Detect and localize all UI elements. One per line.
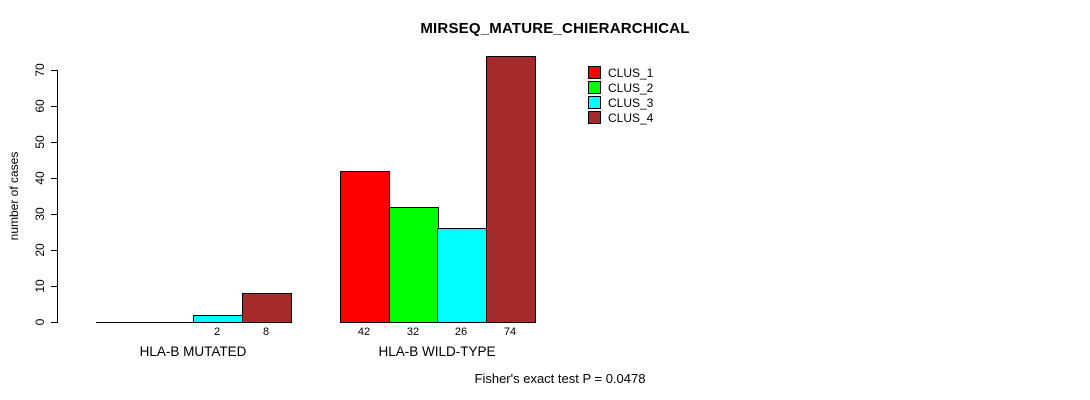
category-label: HLA-B WILD-TYPE (378, 344, 496, 359)
legend-label: CLUS_2 (608, 80, 654, 95)
y-tick-label: 40 (33, 171, 47, 185)
bar-value-label: 42 (357, 326, 371, 338)
y-tick-mark (51, 142, 57, 143)
legend-swatch-clus_2 (588, 81, 601, 94)
legend-label: CLUS_3 (608, 95, 654, 110)
bar-clus-1-hla-b-wild-type (340, 171, 390, 323)
bar-clus-3-hla-b-mutated (193, 315, 243, 323)
legend-row-clus_4: CLUS_4 (588, 110, 653, 125)
y-tick-label: 70 (33, 63, 47, 77)
legend-row-clus_2: CLUS_2 (588, 80, 653, 95)
legend-swatch-clus_3 (588, 96, 601, 109)
y-tick-mark (51, 106, 57, 107)
category-label: HLA-B MUTATED (139, 344, 247, 359)
y-tick-mark (51, 178, 57, 179)
y-axis-line (57, 70, 58, 323)
y-tick-label: 20 (33, 243, 47, 257)
bar-value-label: 74 (503, 326, 517, 338)
y-tick-label: 10 (33, 279, 47, 293)
y-axis-label: number of cases (7, 151, 21, 241)
legend-label: CLUS_4 (608, 110, 654, 125)
bar-clus-3-hla-b-wild-type (437, 228, 487, 323)
y-tick-mark (51, 70, 57, 71)
y-tick-label: 50 (33, 135, 47, 149)
annotation-text: Fisher's exact test P = 0.0478 (474, 371, 646, 386)
legend: CLUS_1 CLUS_2 CLUS_3 CLUS_4 (588, 65, 653, 125)
legend-swatch-clus_4 (588, 111, 601, 124)
bar-value-label: 26 (454, 326, 468, 338)
y-tick-label: 0 (33, 318, 47, 326)
y-tick-label: 60 (33, 99, 47, 113)
bar-value-label: 32 (406, 326, 420, 338)
legend-row-clus_1: CLUS_1 (588, 65, 653, 80)
y-tick-mark (51, 214, 57, 215)
bar-clus-2-hla-b-wild-type (389, 207, 439, 323)
chart-title: MIRSEQ_MATURE_CHIERARCHICAL (420, 20, 690, 37)
y-tick-mark (51, 286, 57, 287)
bar-value-label: 8 (262, 326, 270, 338)
bar-clus-4-hla-b-wild-type (486, 56, 536, 323)
bar-clus-4-hla-b-mutated (242, 293, 292, 323)
legend-row-clus_3: CLUS_3 (588, 95, 653, 110)
bar-clus-1-hla-b-mutated (96, 322, 146, 323)
y-tick-mark (51, 322, 57, 323)
bar-value-label: 2 (213, 326, 221, 338)
legend-swatch-clus_1 (588, 66, 601, 79)
y-tick-label: 30 (33, 207, 47, 221)
legend-label: CLUS_1 (608, 65, 654, 80)
y-tick-mark (51, 250, 57, 251)
bar-clus-2-hla-b-mutated (145, 322, 195, 323)
